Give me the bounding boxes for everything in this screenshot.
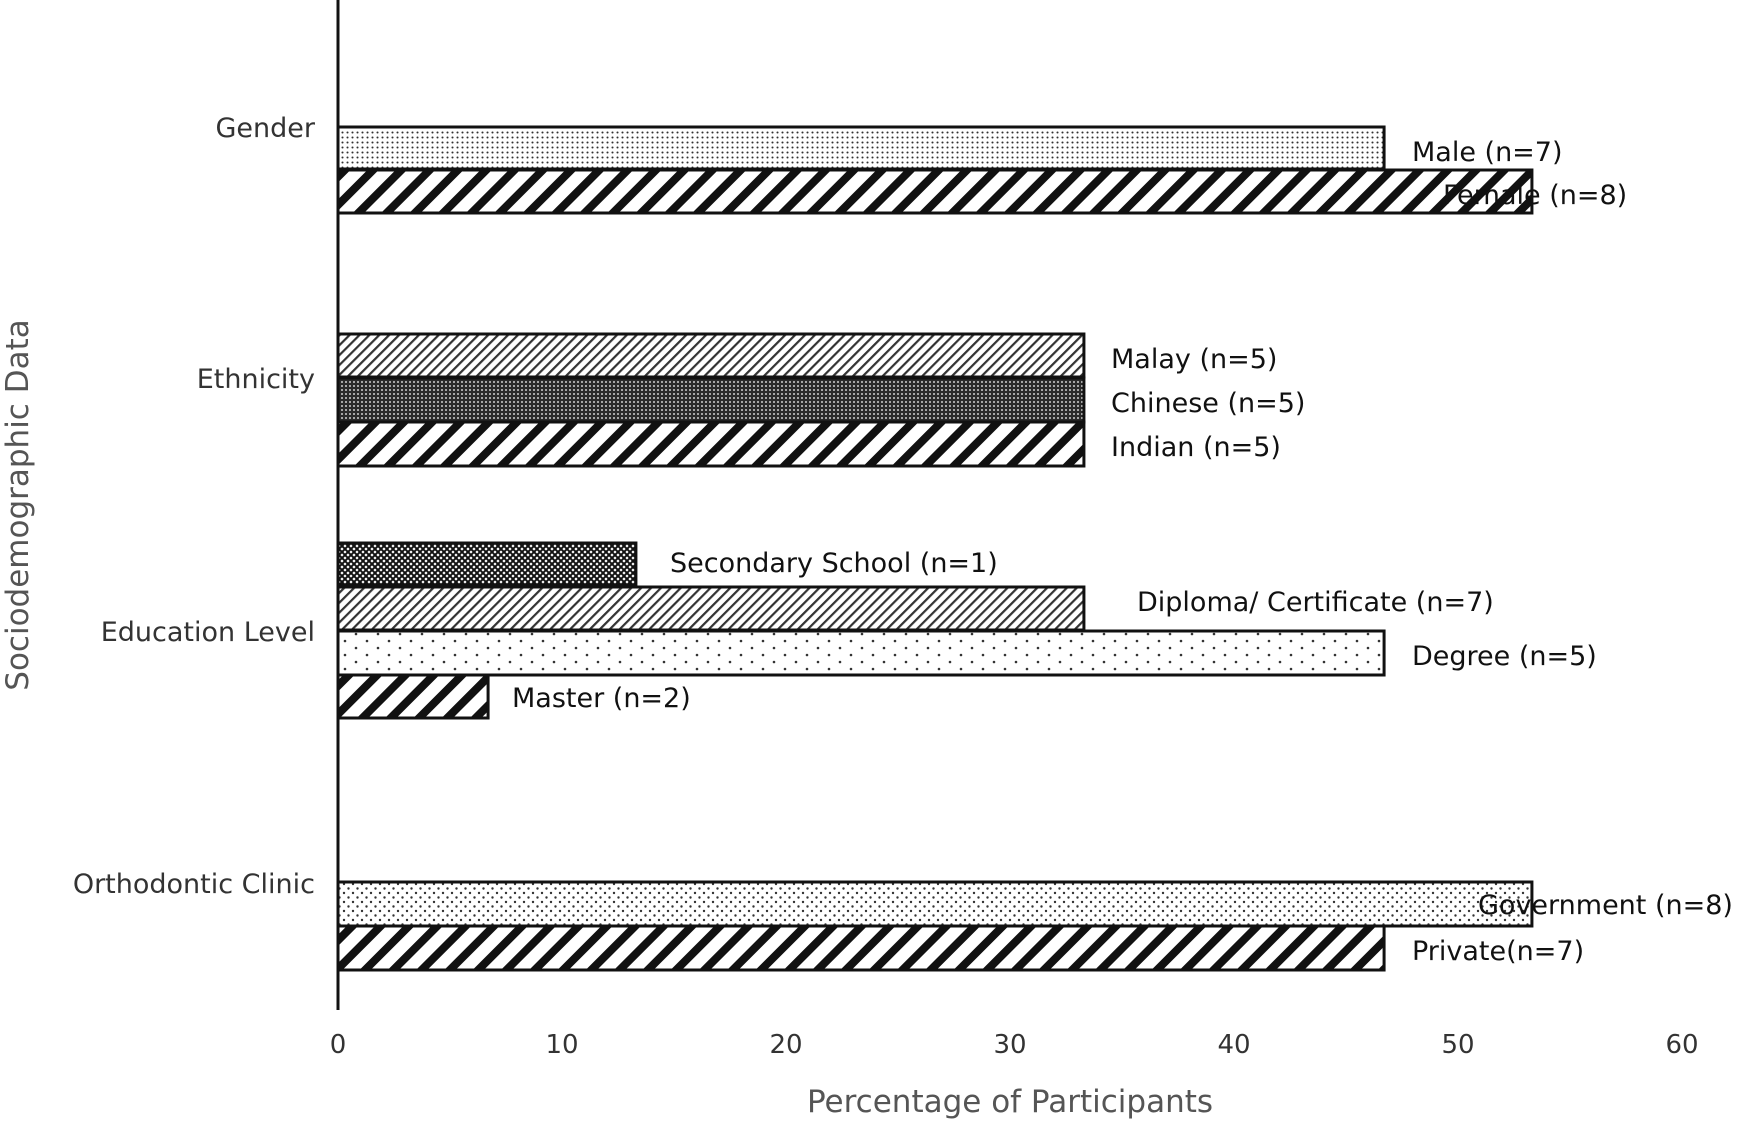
bar-male-n-7: [336, 125, 1386, 171]
bar-secondary-school-n-1: [336, 541, 638, 587]
x-tick-label-20: 20: [769, 1030, 802, 1060]
bars-layer: [336, 125, 1534, 972]
bar-label-indian-n-5: Indian (n=5): [1111, 432, 1281, 463]
x-tick-label-10: 10: [545, 1030, 578, 1060]
bar-label-master-n-2: Master (n=2): [512, 683, 691, 714]
category-label-orthodontic-clinic: Orthodontic Clinic: [73, 869, 315, 900]
bar-chinese-n-5: [336, 376, 1086, 424]
bar-labels-layer: Male (n=7) Female (n=8) Malay (n=5) Chinese…: [512, 137, 1733, 967]
x-tick-label-30: 30: [993, 1030, 1026, 1060]
bar-label-secondary-school-n-1: Secondary School (n=1): [670, 548, 998, 579]
bar-indian-n-5: [336, 420, 1086, 468]
category-label-ethnicity: Ethnicity: [197, 364, 315, 395]
category-label-gender: Gender: [216, 113, 316, 144]
bar-female-n-8: [336, 168, 1534, 215]
x-tick-label-0: 0: [330, 1030, 347, 1060]
bar-label-degree-n-5: Degree (n=5): [1412, 641, 1597, 672]
x-axis-ticks: 0 10 20 30 40 50 60: [330, 1030, 1699, 1060]
bar-malay-n-5: [336, 332, 1086, 379]
bar-label-private-n-7: Private(n=7): [1412, 936, 1584, 967]
category-label-education-level: Education Level: [101, 617, 315, 648]
x-tick-label-60: 60: [1665, 1030, 1698, 1060]
bar-private-n-7: [336, 924, 1386, 972]
bar-degree-n-5: [336, 629, 1386, 677]
bar-label-malay-n-5: Malay (n=5): [1111, 344, 1277, 375]
bar-diploma-certificate-n-7: [336, 585, 1086, 632]
x-tick-label-50: 50: [1441, 1030, 1474, 1060]
bar-label-female-n-8: Female (n=8): [1443, 180, 1627, 211]
bar-government-n-8: [336, 880, 1534, 928]
bar-label-government-n-8: Government (n=8): [1478, 890, 1733, 921]
bar-label-diploma-certificate-n-7: Diploma/ Certificate (n=7): [1137, 587, 1494, 618]
x-tick-label-40: 40: [1217, 1030, 1250, 1060]
x-axis-title: Percentage of Participants: [807, 1084, 1213, 1120]
category-labels-layer: Gender Ethnicity Education Level Orthodonti…: [73, 113, 316, 900]
bar-label-male-n-7: Male (n=7): [1412, 137, 1563, 168]
bar-label-chinese-n-5: Chinese (n=5): [1111, 388, 1305, 419]
bar-master-n-2: [336, 673, 490, 720]
y-axis-title: Sociodemographic Data: [0, 319, 36, 690]
